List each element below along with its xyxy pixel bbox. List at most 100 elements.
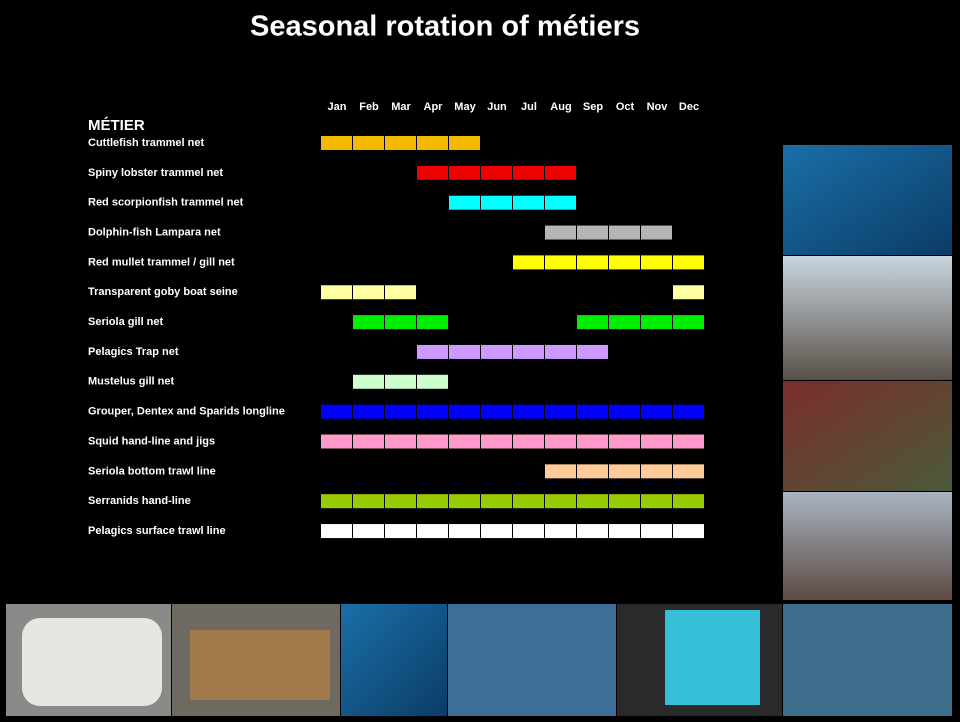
- photo-detail: [190, 630, 330, 700]
- season-cell: [417, 375, 448, 389]
- season-cell: [385, 375, 416, 389]
- season-cell: [321, 136, 352, 150]
- season-cell: [673, 464, 704, 478]
- season-cell: [577, 524, 608, 538]
- season-cell: [641, 494, 672, 508]
- month-label: Mar: [391, 101, 411, 113]
- season-cell: [353, 315, 384, 329]
- season-cell: [641, 226, 672, 240]
- row-label: Red scorpionfish trammel net: [88, 197, 244, 209]
- photo-row: [6, 604, 952, 716]
- season-cell: [673, 255, 704, 269]
- season-cell: [353, 136, 384, 150]
- season-cell: [513, 405, 544, 419]
- season-cell: [609, 405, 640, 419]
- season-cell: [321, 435, 352, 449]
- photo: [783, 492, 952, 600]
- season-cell: [321, 524, 352, 538]
- season-cell: [577, 226, 608, 240]
- photo: [783, 604, 952, 716]
- season-cell: [353, 435, 384, 449]
- photo-detail: [22, 618, 162, 706]
- season-cell: [321, 494, 352, 508]
- month-label: May: [454, 101, 476, 113]
- season-cell: [513, 524, 544, 538]
- season-cell: [673, 405, 704, 419]
- season-cell: [609, 315, 640, 329]
- row-label: Grouper, Dentex and Sparids longline: [88, 406, 285, 418]
- season-cell: [609, 494, 640, 508]
- season-cell: [385, 405, 416, 419]
- season-cell: [545, 524, 576, 538]
- season-cell: [481, 494, 512, 508]
- season-cell: [353, 524, 384, 538]
- season-cell: [577, 405, 608, 419]
- photo: [783, 145, 952, 255]
- season-cell: [577, 464, 608, 478]
- season-cell: [385, 315, 416, 329]
- month-label: Dec: [679, 101, 699, 113]
- season-cell: [545, 435, 576, 449]
- season-cell: [513, 494, 544, 508]
- season-cell: [577, 494, 608, 508]
- season-cell: [545, 345, 576, 359]
- month-label: Jun: [487, 101, 507, 113]
- season-cell: [513, 345, 544, 359]
- season-cell: [641, 405, 672, 419]
- season-cell: [545, 255, 576, 269]
- row-header: MÉTIER: [88, 117, 145, 134]
- season-cell: [481, 524, 512, 538]
- season-cell: [673, 524, 704, 538]
- season-cell: [385, 524, 416, 538]
- season-cell: [673, 285, 704, 299]
- season-cell: [609, 435, 640, 449]
- season-cell: [609, 464, 640, 478]
- row-label: Spiny lobster trammel net: [88, 167, 223, 179]
- season-cell: [449, 136, 480, 150]
- row-label: Seriola bottom trawl line: [88, 465, 216, 477]
- season-cell: [481, 166, 512, 180]
- season-cell: [673, 435, 704, 449]
- photo: [783, 381, 952, 491]
- season-cell: [385, 494, 416, 508]
- row-label: Transparent goby boat seine: [88, 286, 238, 298]
- season-cell: [449, 345, 480, 359]
- season-cell: [513, 166, 544, 180]
- season-cell: [353, 405, 384, 419]
- row-label: Seriola gill net: [88, 316, 164, 328]
- row-label: Serranids hand-line: [88, 495, 191, 507]
- season-cell: [449, 405, 480, 419]
- season-cell: [481, 196, 512, 210]
- season-cell: [481, 405, 512, 419]
- season-cell: [641, 524, 672, 538]
- chart-title: Seasonal rotation of métiers: [250, 11, 640, 43]
- season-cell: [577, 435, 608, 449]
- photo-column: [783, 145, 952, 600]
- season-cell: [673, 494, 704, 508]
- season-cell: [577, 345, 608, 359]
- month-label: Jan: [328, 101, 347, 113]
- season-cell: [417, 166, 448, 180]
- month-label: Feb: [359, 101, 379, 113]
- chart: Seasonal rotation of métiers MÉTIER Jan F…: [0, 0, 960, 722]
- photo: [783, 256, 952, 380]
- season-cell: [321, 285, 352, 299]
- season-cell: [353, 494, 384, 508]
- photo: [341, 604, 447, 716]
- season-cell: [545, 196, 576, 210]
- month-label: Oct: [616, 101, 635, 113]
- month-label: Nov: [647, 101, 669, 113]
- season-cell: [449, 524, 480, 538]
- season-cell: [417, 435, 448, 449]
- season-cell: [417, 405, 448, 419]
- season-cell: [417, 524, 448, 538]
- season-cell: [545, 464, 576, 478]
- season-cell: [673, 315, 704, 329]
- row-label: Squid hand-line and jigs: [88, 435, 215, 447]
- month-label: Jul: [521, 101, 537, 113]
- season-cell: [641, 255, 672, 269]
- row-label: Red mullet trammel / gill net: [88, 256, 235, 268]
- season-cell: [385, 435, 416, 449]
- photo-detail: [665, 610, 760, 705]
- season-cell: [513, 196, 544, 210]
